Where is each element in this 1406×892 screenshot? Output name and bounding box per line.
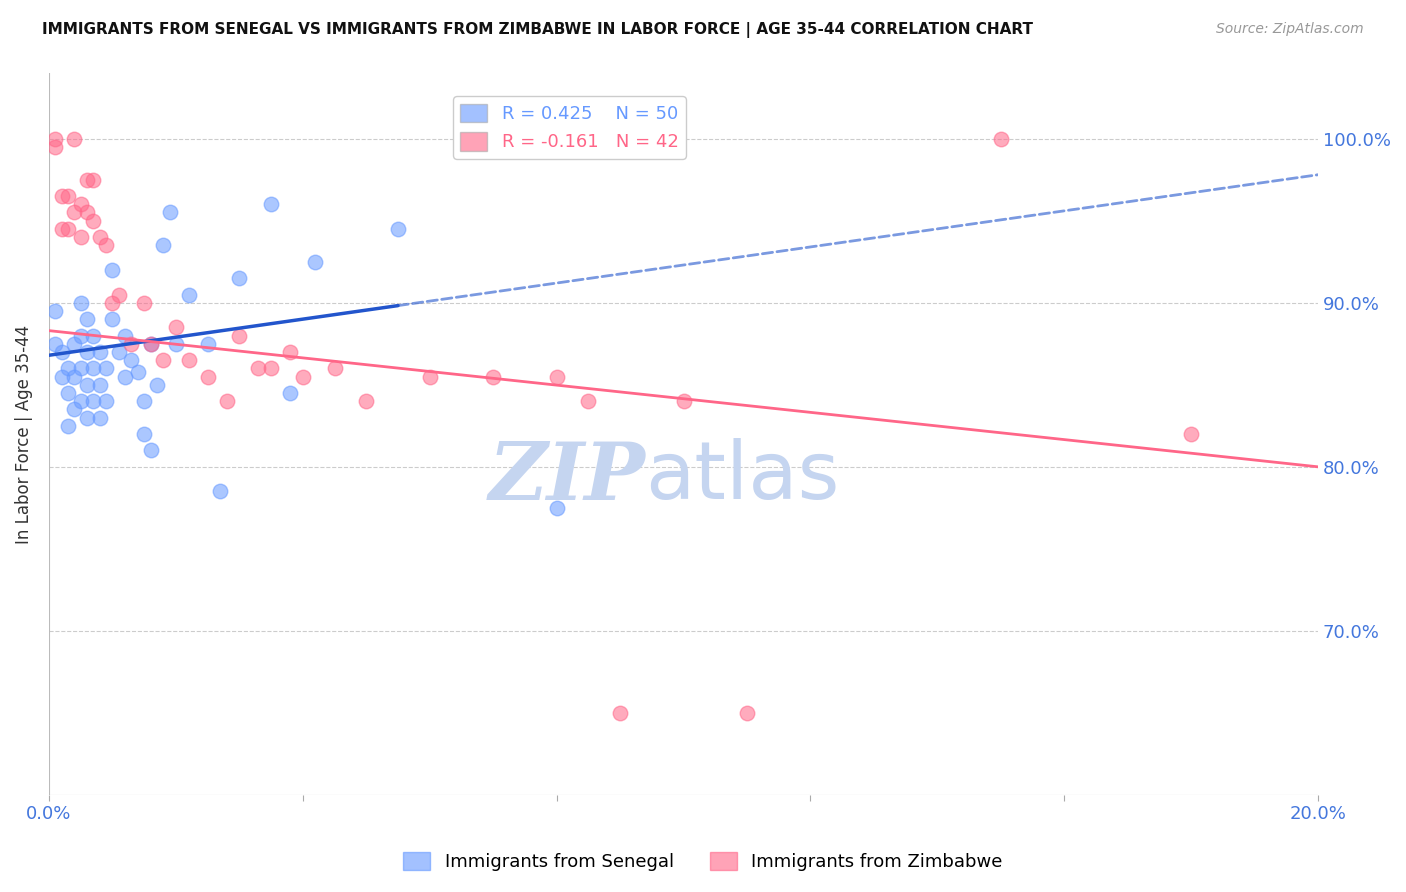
- Point: [89, 377, 111, 392]
- Point: [260, 197, 283, 211]
- Legend: R = 0.425    N = 50, R = -0.161   N = 42: R = 0.425 N = 50, R = -0.161 N = 42: [453, 96, 686, 159]
- Point: [94, 238, 117, 252]
- Text: IMMIGRANTS FROM SENEGAL VS IMMIGRANTS FROM ZIMBABWE IN LABOR FORCE | AGE 35-44 C: IMMIGRANTS FROM SENEGAL VS IMMIGRANTS FR…: [42, 22, 1033, 38]
- Point: [134, 295, 156, 310]
- Point: [51, 369, 73, 384]
- Point: [387, 222, 409, 236]
- Point: [228, 328, 250, 343]
- Point: [94, 394, 117, 409]
- Point: [56, 386, 79, 401]
- Point: [139, 443, 162, 458]
- Point: [69, 361, 91, 376]
- Point: [82, 394, 104, 409]
- Point: [260, 361, 283, 376]
- Point: [177, 353, 200, 368]
- Point: [356, 394, 378, 409]
- Point: [56, 222, 79, 236]
- Point: [63, 369, 86, 384]
- Point: [76, 377, 98, 392]
- Point: [107, 345, 129, 359]
- Y-axis label: In Labor Force | Age 35-44: In Labor Force | Age 35-44: [15, 325, 32, 543]
- Point: [101, 295, 124, 310]
- Point: [76, 172, 98, 186]
- Point: [82, 213, 104, 227]
- Point: [247, 361, 270, 376]
- Point: [89, 410, 111, 425]
- Point: [101, 312, 124, 326]
- Point: [107, 287, 129, 301]
- Point: [482, 369, 505, 384]
- Point: [735, 706, 758, 720]
- Point: [177, 287, 200, 301]
- Point: [546, 500, 568, 515]
- Point: [94, 361, 117, 376]
- Point: [63, 131, 86, 145]
- Point: [82, 361, 104, 376]
- Point: [63, 336, 86, 351]
- Point: [69, 230, 91, 244]
- Point: [56, 189, 79, 203]
- Point: [69, 394, 91, 409]
- Point: [278, 386, 301, 401]
- Point: [51, 345, 73, 359]
- Point: [44, 304, 66, 318]
- Point: [139, 336, 162, 351]
- Point: [56, 418, 79, 433]
- Point: [51, 189, 73, 203]
- Point: [546, 369, 568, 384]
- Point: [291, 369, 314, 384]
- Point: [44, 336, 66, 351]
- Point: [278, 345, 301, 359]
- Point: [197, 369, 219, 384]
- Point: [990, 131, 1012, 145]
- Point: [209, 484, 232, 499]
- Point: [82, 328, 104, 343]
- Point: [76, 205, 98, 219]
- Point: [159, 205, 181, 219]
- Point: [44, 140, 66, 154]
- Point: [63, 205, 86, 219]
- Point: [609, 706, 631, 720]
- Point: [69, 328, 91, 343]
- Point: [152, 353, 174, 368]
- Point: [89, 230, 111, 244]
- Text: Source: ZipAtlas.com: Source: ZipAtlas.com: [1216, 22, 1364, 37]
- Point: [63, 402, 86, 417]
- Point: [419, 369, 441, 384]
- Legend: Immigrants from Senegal, Immigrants from Zimbabwe: Immigrants from Senegal, Immigrants from…: [396, 845, 1010, 879]
- Point: [152, 238, 174, 252]
- Point: [121, 336, 143, 351]
- Point: [51, 222, 73, 236]
- Point: [672, 394, 695, 409]
- Point: [76, 410, 98, 425]
- Point: [76, 345, 98, 359]
- Point: [165, 336, 187, 351]
- Point: [101, 263, 124, 277]
- Point: [69, 197, 91, 211]
- Text: ZIP: ZIP: [489, 439, 645, 516]
- Point: [197, 336, 219, 351]
- Point: [215, 394, 238, 409]
- Point: [127, 365, 149, 379]
- Point: [114, 369, 136, 384]
- Point: [114, 328, 136, 343]
- Point: [576, 394, 599, 409]
- Point: [76, 312, 98, 326]
- Point: [165, 320, 187, 334]
- Point: [134, 427, 156, 442]
- Point: [146, 377, 169, 392]
- Point: [304, 254, 326, 268]
- Point: [69, 295, 91, 310]
- Point: [89, 345, 111, 359]
- Point: [44, 131, 66, 145]
- Point: [82, 172, 104, 186]
- Point: [134, 394, 156, 409]
- Point: [121, 353, 143, 368]
- Point: [139, 336, 162, 351]
- Point: [323, 361, 346, 376]
- Point: [56, 361, 79, 376]
- Point: [228, 271, 250, 285]
- Text: atlas: atlas: [645, 438, 839, 516]
- Point: [1180, 427, 1202, 442]
